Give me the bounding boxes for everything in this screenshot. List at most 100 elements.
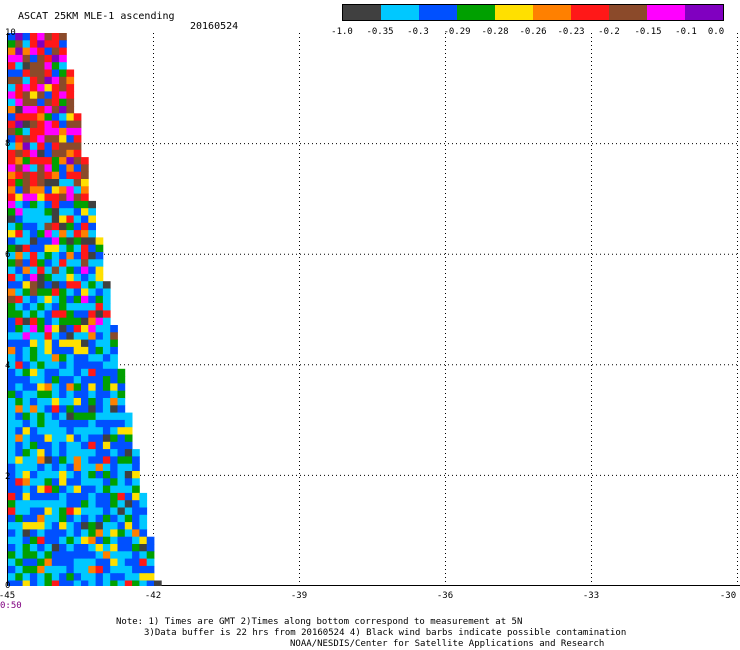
swath-cell (95, 354, 104, 362)
swath-cell (59, 500, 67, 508)
swath-cell (102, 427, 111, 435)
swath-cell (88, 244, 96, 253)
swath-cell (51, 558, 60, 567)
swath-cell (22, 303, 31, 311)
swath-cell (29, 91, 38, 100)
swath-cell (59, 361, 67, 370)
swath-cell (44, 310, 53, 319)
swath-cell (124, 507, 133, 516)
swath-cell (146, 580, 155, 586)
swath-cell (110, 398, 118, 406)
swath-cell (66, 222, 75, 231)
swath-cell (59, 303, 67, 311)
swath-cell (59, 54, 67, 63)
swath-cell (73, 222, 82, 231)
swath-cell (15, 449, 23, 457)
swath-cell (73, 281, 82, 289)
colorbar-label: -0.3 (407, 27, 429, 37)
swath-cell (117, 434, 126, 443)
swath-cell (15, 273, 23, 282)
swath-cell (73, 368, 82, 377)
swath-cell (29, 193, 38, 202)
swath-cell (51, 332, 60, 340)
swath-cell (15, 230, 23, 238)
swath-cell (95, 244, 104, 253)
x-tick-label: -45 (0, 591, 16, 601)
swath-cell (22, 310, 31, 319)
swath-cell (88, 332, 96, 340)
swath-cell (8, 157, 16, 165)
swath-cell (59, 354, 67, 362)
swath-cell (44, 127, 53, 136)
swath-cell (51, 266, 60, 275)
swath-cell (117, 376, 126, 384)
swath-cell (59, 186, 67, 194)
swath-cell (73, 573, 82, 581)
swath-cell (102, 332, 111, 340)
swath-cell (117, 522, 126, 530)
swath-cell (132, 485, 140, 494)
swath-cell (8, 317, 16, 326)
swath-cell (51, 215, 60, 224)
swath-cell (66, 368, 75, 377)
swath-cell (66, 208, 75, 216)
swath-cell (102, 303, 111, 311)
swath-cell (51, 310, 60, 319)
swath-cell (29, 361, 38, 370)
swath-cell (37, 237, 45, 246)
swath-cell (51, 573, 60, 581)
swath-cell (51, 288, 60, 297)
swath-cell (95, 463, 104, 472)
swath-cell (51, 33, 60, 41)
swath-cell (8, 186, 16, 194)
swath-cell (37, 390, 45, 399)
swath-cell (88, 507, 96, 516)
swath-cell (44, 361, 53, 370)
swath-cell (29, 368, 38, 377)
swath-cell (51, 492, 60, 501)
swath-cell (8, 478, 16, 486)
swath-cell (59, 113, 67, 121)
swath-cell (59, 325, 67, 333)
swath-cell (29, 390, 38, 399)
swath-cell (88, 558, 96, 567)
swath-cell (81, 310, 89, 319)
swath-cell (8, 33, 16, 41)
swath-cell (110, 573, 118, 581)
footer-credit: NOAA/NESDIS/Center for Satellite Applica… (290, 639, 605, 649)
swath-cell (59, 135, 67, 143)
swath-cell (51, 295, 60, 304)
swath-cell (51, 507, 60, 516)
swath-cell (8, 456, 16, 465)
swath-cell (8, 237, 16, 246)
swath-cell (22, 573, 31, 581)
swath-cell (59, 215, 67, 224)
swath-cell (88, 252, 96, 260)
colorbar-label: -0.26 (519, 27, 547, 37)
swath-cell (51, 536, 60, 545)
swath-cell (8, 434, 16, 443)
swath-cell (59, 478, 67, 486)
swath-cell (73, 288, 82, 297)
swath-cell (37, 558, 45, 567)
swath-cell (37, 186, 45, 194)
swath-cell (73, 405, 82, 413)
swath-cell (81, 463, 89, 472)
swath-cell (139, 522, 148, 530)
swath-cell (66, 544, 75, 552)
swath-cell (117, 456, 126, 465)
swath-cell (29, 310, 38, 319)
swath-cell (44, 47, 53, 56)
swath-cell (44, 412, 53, 421)
x-tick-label: -39 (290, 591, 308, 601)
swath-cell (73, 179, 82, 187)
swath-cell (44, 478, 53, 486)
swath-cell (44, 135, 53, 143)
swath-cell (102, 529, 111, 538)
swath-cell (37, 441, 45, 450)
colorbar-segment-9 (647, 5, 685, 20)
swath-cell (73, 230, 82, 238)
swath-cell (15, 317, 23, 326)
swath-cell (51, 54, 60, 63)
swath-cell (8, 507, 16, 516)
